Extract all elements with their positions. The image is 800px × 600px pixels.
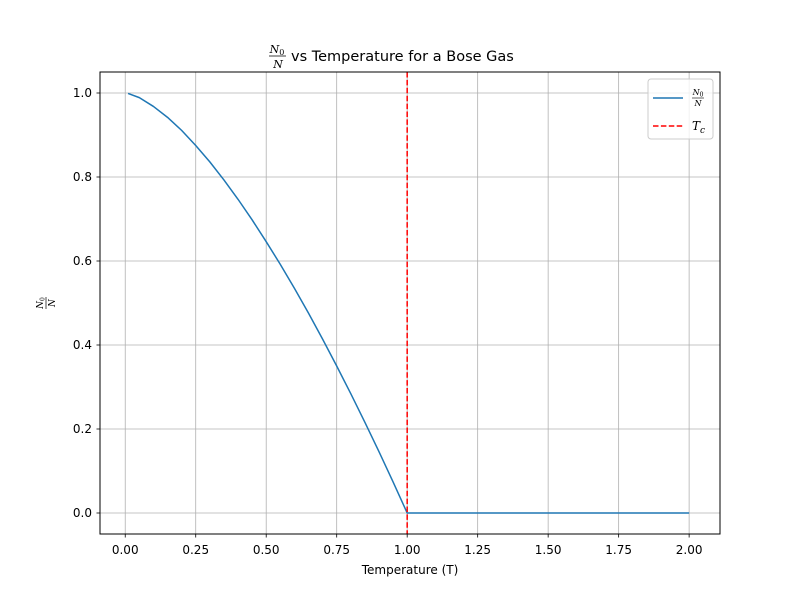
series-line-n0-over-n: [127, 92, 690, 514]
axes-frame: [99, 71, 721, 535]
title-fraction-numerator: N0: [269, 43, 285, 57]
y-axis-label: N0 N: [36, 297, 58, 310]
x-tick-label: 1.75: [605, 543, 632, 557]
title-fraction-denominator: N: [272, 58, 283, 71]
ylabel-numerator: N0: [36, 297, 47, 310]
y-tick-label: 0.8: [73, 170, 92, 184]
title-text: vs Temperature for a Bose Gas: [291, 49, 514, 65]
x-tick-label: 0.00: [112, 543, 139, 557]
y-tick-label: 0.4: [73, 338, 92, 352]
y-tick-label: 0.6: [73, 254, 92, 268]
chart-title: N0 N vs Temperature for a Bose Gas: [269, 43, 514, 71]
x-tick-label: 1.25: [464, 543, 491, 557]
x-tick-label: 0.25: [182, 543, 209, 557]
x-tick-label: 0.50: [253, 543, 280, 557]
y-tick-label: 0.0: [73, 506, 92, 520]
plot-area: [127, 72, 690, 534]
legend-box: [647, 78, 714, 140]
ylabel-denominator: N: [48, 298, 58, 308]
legend: N0 N Tc: [647, 78, 714, 140]
y-tick-label: 1.0: [73, 86, 92, 100]
x-axis-label: Temperature (T): [361, 563, 459, 577]
legend-label-numerator: N0: [692, 88, 704, 99]
x-tick-label: 1.50: [535, 543, 562, 557]
x-tick-label: 2.00: [676, 543, 703, 557]
legend-label-tc: Tc: [692, 119, 705, 136]
legend-label-denominator: N: [694, 99, 703, 108]
x-tick-label: 1.00: [394, 543, 421, 557]
x-axis: 0.00 0.25 0.50 0.75 1.00 1.25 1.50 1.75 2.00: [112, 534, 703, 557]
x-tick-label: 0.75: [323, 543, 350, 557]
grid: [100, 72, 720, 534]
y-axis: 0.0 0.2 0.4 0.6 0.8 1.0: [73, 86, 100, 520]
y-tick-label: 0.2: [73, 422, 92, 436]
